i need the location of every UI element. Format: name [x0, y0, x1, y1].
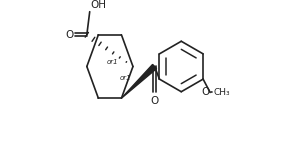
Text: CH₃: CH₃ — [213, 88, 230, 97]
Polygon shape — [121, 64, 157, 98]
Text: O: O — [201, 88, 209, 97]
Text: O: O — [66, 30, 74, 40]
Text: or1: or1 — [119, 75, 131, 81]
Text: or1: or1 — [106, 59, 118, 65]
Text: OH: OH — [90, 0, 106, 10]
Text: O: O — [151, 96, 159, 106]
